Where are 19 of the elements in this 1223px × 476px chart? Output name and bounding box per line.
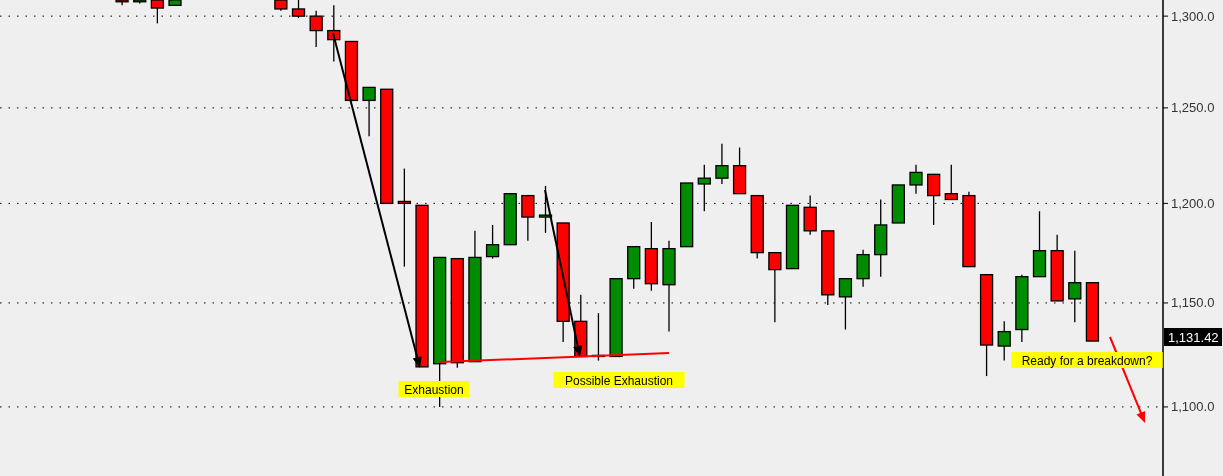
y-tick-label: 1,150.0 (1171, 295, 1215, 311)
candlestick (838, 278, 853, 331)
candlestick (944, 164, 958, 201)
y-tick-label: 1,250.0 (1171, 100, 1215, 116)
candlestick (997, 320, 1011, 362)
candlestick (909, 164, 923, 195)
annotation: Possible Exhaustion (564, 374, 674, 388)
y-tick-label: 1,100.0 (1171, 399, 1215, 415)
candlestick (768, 251, 782, 323)
candlestick (715, 143, 729, 185)
y-tick-label: 1,200.0 (1171, 195, 1215, 211)
annotation: Exhaustion (404, 383, 464, 397)
annotation: Ready for a breakdown? (1021, 354, 1153, 368)
candlestick (115, 0, 129, 7)
y-tick-label: 1,300.0 (1171, 8, 1215, 24)
candlestick (397, 167, 412, 268)
text: 1,131.42 (1168, 330, 1219, 345)
candlestick (150, 0, 165, 24)
candlestick (485, 224, 500, 260)
